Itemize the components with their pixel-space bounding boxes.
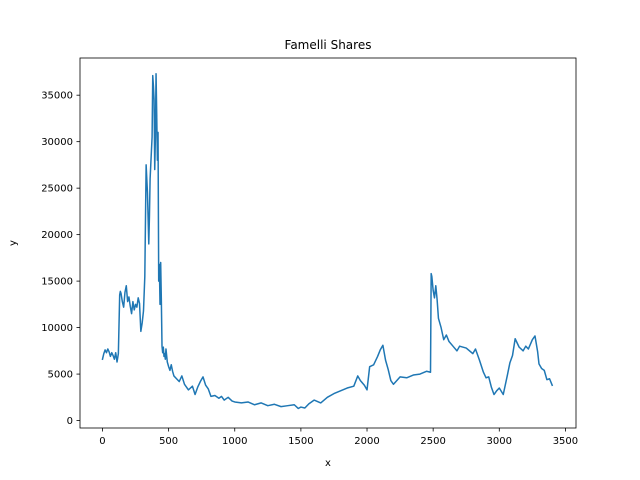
x-axis-label: x [325,458,331,469]
y-tick-label: 10000 [41,323,73,334]
x-tick-label: 2000 [354,436,379,447]
plot-area [101,73,554,410]
x-tick-label: 3500 [553,436,578,447]
y-tick-label: 20000 [41,230,73,241]
y-tick-label: 25000 [41,184,73,195]
x-tick-label: 500 [159,436,178,447]
x-axis: 0 500 1000 1500 2000 2500 3000 3500 [99,428,578,447]
y-tick-label: 0 [67,416,73,427]
y-tick-label: 15000 [41,277,73,288]
x-tick-label: 0 [99,436,105,447]
y-axis: 0 5000 10000 15000 20000 25000 30000 35000 [41,91,80,427]
x-tick-label: 1500 [288,436,313,447]
x-tick-label: 3000 [487,436,512,447]
chart-title: Famelli Shares [285,38,372,52]
plot-frame [79,57,577,429]
y-axis-label: y [8,240,19,246]
y-tick-label: 30000 [41,137,73,148]
y-tick-label: 35000 [41,91,73,102]
y-tick-label: 5000 [48,370,73,381]
x-tick-label: 2500 [420,436,445,447]
x-tick-label: 1000 [222,436,247,447]
series-line [101,73,554,410]
